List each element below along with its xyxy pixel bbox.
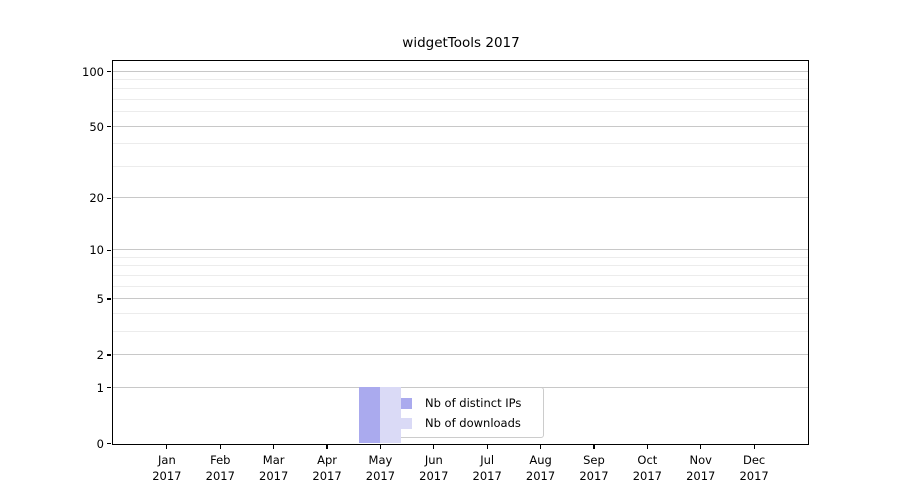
y-tick-mark [107, 298, 111, 300]
y-tick-mark [107, 354, 111, 356]
x-tick-label: Mar 2017 [259, 453, 289, 483]
x-tick-label: May 2017 [365, 453, 396, 483]
legend-label: Nb of downloads [425, 416, 521, 430]
y-axis: 0 1 2 5 10 20 50 100 [0, 62, 104, 451]
y-tick-label: 100 [82, 64, 104, 79]
x-tick-label: Jun 2017 [419, 453, 449, 483]
y-tick-label: 2 [96, 347, 104, 362]
plot-area: Nb of distinct IPs Nb of downloads [112, 60, 809, 445]
legend-row: Nb of downloads [385, 415, 535, 431]
y-gridline-major [113, 298, 808, 300]
legend-label: Nb of distinct IPs [425, 396, 522, 410]
x-tick-label: Jan 2017 [152, 453, 182, 483]
legend: Nb of distinct IPs Nb of downloads [377, 387, 544, 438]
x-tick-label: Oct 2017 [632, 453, 662, 483]
y-gridline-minor [113, 274, 808, 276]
x-tick-mark [219, 445, 221, 449]
y-tick-label: 1 [96, 380, 104, 395]
bar-nb-of-distinct-ips [359, 387, 380, 443]
y-tick-mark [107, 70, 111, 73]
x-tick-mark [326, 445, 328, 449]
y-gridline-minor [113, 265, 808, 267]
y-gridline-minor [113, 285, 808, 287]
y-gridline-major [113, 386, 808, 388]
x-axis: Jan 2017 Feb 2017 Mar 2017 Apr 2017 May 2017… [114, 445, 808, 495]
legend-row: Nb of distinct IPs [385, 395, 535, 411]
x-tick-mark [700, 445, 702, 449]
y-gridline-major [113, 353, 808, 355]
y-tick-label: 50 [89, 119, 104, 134]
x-tick-mark [166, 445, 168, 449]
plot-inner: Nb of distinct IPs Nb of downloads [113, 61, 808, 444]
bar-nb-of-downloads [379, 387, 401, 443]
y-tick-label: 0 [96, 436, 104, 451]
y-gridline-major [113, 70, 808, 72]
y-gridline-minor [113, 78, 808, 80]
x-tick-label: Sep 2017 [579, 453, 609, 483]
x-tick-mark [273, 445, 275, 449]
y-tick-label: 5 [96, 292, 104, 307]
y-gridline-major [113, 197, 808, 199]
x-tick-mark [593, 445, 595, 449]
x-tick-mark [486, 445, 488, 449]
chart-title: widgetTools 2017 [402, 35, 520, 51]
x-tick-mark [379, 445, 381, 449]
x-tick-label: Dec 2017 [739, 453, 769, 483]
y-gridline-minor [113, 111, 808, 113]
y-tick-label: 20 [89, 191, 104, 206]
y-gridline-major [113, 249, 808, 251]
y-gridline-minor [113, 98, 808, 100]
y-gridline-minor [113, 165, 808, 167]
y-gridline-minor [113, 88, 808, 90]
x-tick-label: Aug 2017 [525, 453, 556, 483]
x-tick-label: Nov 2017 [686, 453, 716, 483]
x-tick-mark [539, 445, 542, 449]
x-tick-mark [646, 445, 648, 449]
x-tick-label: Apr 2017 [312, 453, 342, 483]
x-tick-label: Jul 2017 [472, 453, 502, 483]
y-gridline-major [113, 125, 808, 127]
y-tick-mark [107, 387, 111, 389]
y-tick-mark [107, 442, 111, 445]
y-gridline-minor [113, 330, 808, 332]
x-tick-mark [753, 445, 755, 449]
y-tick-mark [107, 126, 111, 128]
y-tick-label: 10 [89, 243, 104, 258]
y-tick-mark [107, 249, 111, 251]
x-tick-mark [433, 445, 435, 449]
y-gridline-minor [113, 256, 808, 258]
y-tick-mark [107, 197, 111, 199]
y-gridline-minor [113, 312, 808, 314]
x-tick-label: Feb 2017 [205, 453, 235, 483]
y-gridline-minor [113, 143, 808, 145]
